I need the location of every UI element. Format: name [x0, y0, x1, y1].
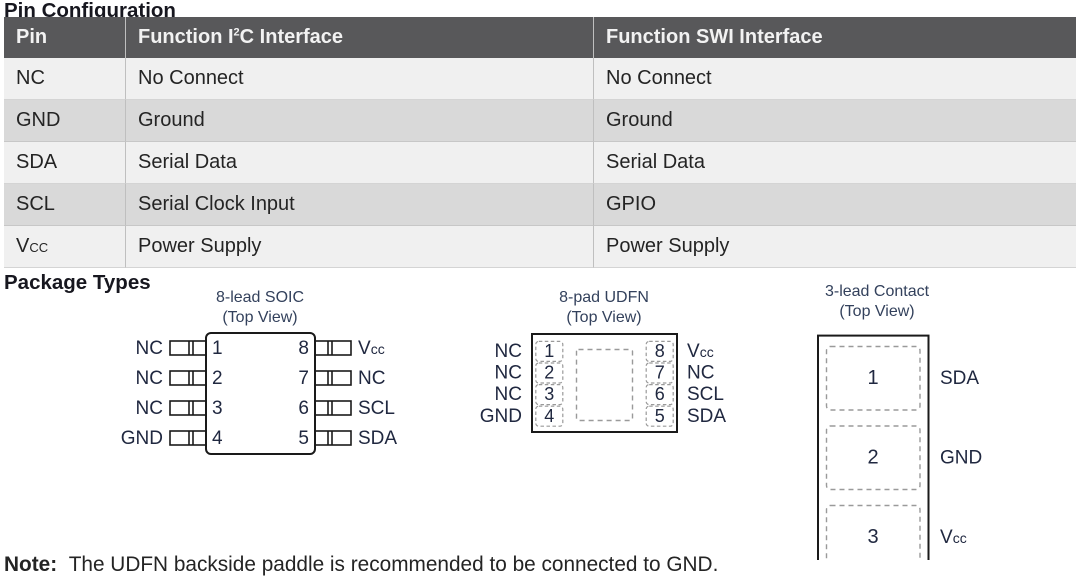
svg-text:Vcc: Vcc: [358, 338, 385, 359]
svg-text:SCL: SCL: [687, 384, 724, 405]
svg-text:3-lead Contact: 3-lead Contact: [825, 283, 930, 300]
svg-text:SDA: SDA: [358, 428, 397, 449]
svg-text:4: 4: [544, 406, 554, 426]
svg-text:2: 2: [544, 363, 554, 383]
svg-text:NC: NC: [687, 363, 714, 384]
svg-text:NC: NC: [136, 398, 163, 419]
svg-text:Vcc: Vcc: [940, 527, 967, 548]
svg-text:NC: NC: [495, 384, 522, 405]
svg-text:SDA: SDA: [687, 406, 726, 427]
svg-text:6: 6: [298, 398, 309, 419]
svg-text:NC: NC: [495, 341, 522, 362]
svg-text:(Top View): (Top View): [566, 309, 641, 326]
svg-text:SCL: SCL: [358, 398, 395, 419]
svg-text:7: 7: [298, 368, 309, 389]
svg-text:6: 6: [655, 384, 665, 404]
svg-text:7: 7: [655, 363, 665, 383]
svg-text:5: 5: [298, 428, 309, 449]
svg-text:2: 2: [212, 368, 223, 389]
svg-text:GND: GND: [121, 428, 163, 449]
svg-text:3: 3: [212, 398, 223, 419]
svg-text:GND: GND: [480, 406, 522, 427]
svg-text:NC: NC: [495, 363, 522, 384]
svg-text:NC: NC: [136, 368, 163, 389]
svg-text:5: 5: [655, 406, 665, 426]
svg-text:3: 3: [867, 526, 878, 548]
svg-text:NC: NC: [136, 338, 163, 359]
svg-text:1: 1: [867, 367, 878, 389]
svg-text:Vcc: Vcc: [687, 341, 714, 362]
svg-text:NC: NC: [358, 368, 385, 389]
svg-text:1: 1: [212, 338, 223, 359]
svg-text:(Top View): (Top View): [839, 303, 914, 320]
svg-text:GND: GND: [940, 448, 982, 469]
svg-text:8: 8: [655, 341, 665, 361]
svg-text:(Top View): (Top View): [222, 309, 297, 326]
svg-text:2: 2: [867, 447, 878, 469]
svg-text:8-lead SOIC: 8-lead SOIC: [216, 289, 304, 306]
svg-text:8-pad UDFN: 8-pad UDFN: [559, 289, 649, 306]
svg-text:1: 1: [544, 341, 554, 361]
svg-text:8: 8: [298, 338, 309, 359]
svg-text:4: 4: [212, 428, 223, 449]
svg-text:3: 3: [544, 384, 554, 404]
svg-text:SDA: SDA: [940, 368, 979, 389]
